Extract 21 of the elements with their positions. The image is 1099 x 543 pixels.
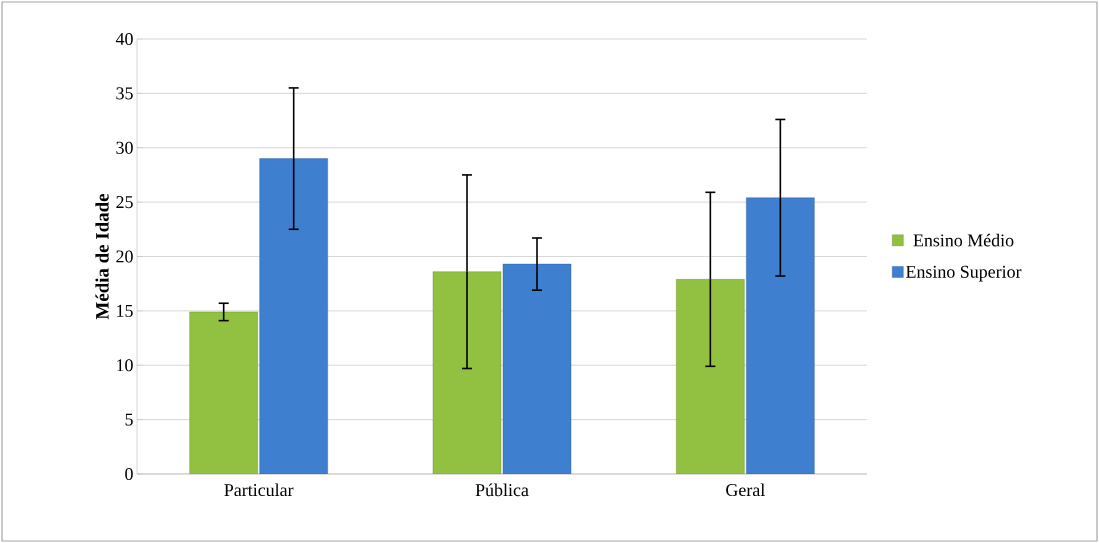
bar	[676, 279, 745, 474]
y-axis-title: Média de Idade	[95, 193, 109, 320]
y-tick-label: 15	[117, 304, 133, 317]
y-tick-label: 5	[125, 413, 133, 426]
bar	[259, 158, 328, 474]
y-tick-label: 25	[116, 196, 133, 209]
y-tick-label: 20	[116, 250, 133, 263]
y-tick-label: 10	[117, 359, 133, 372]
y-tick-label: 30	[116, 141, 133, 154]
bar	[746, 197, 815, 474]
y-tick-label: 0	[125, 467, 133, 481]
x-tick-label: Particular	[224, 483, 294, 497]
bar	[189, 311, 258, 474]
legend-label: Ensino Médio	[913, 233, 1014, 247]
legend-label: Ensino Superior	[906, 265, 1022, 282]
bar	[502, 263, 572, 474]
x-tick-label: Geral	[726, 483, 765, 497]
y-tick-label: 40	[115, 32, 133, 46]
y-tick-label: 35	[116, 87, 133, 100]
x-tick-label: Pública	[475, 483, 529, 497]
bar	[432, 271, 502, 474]
